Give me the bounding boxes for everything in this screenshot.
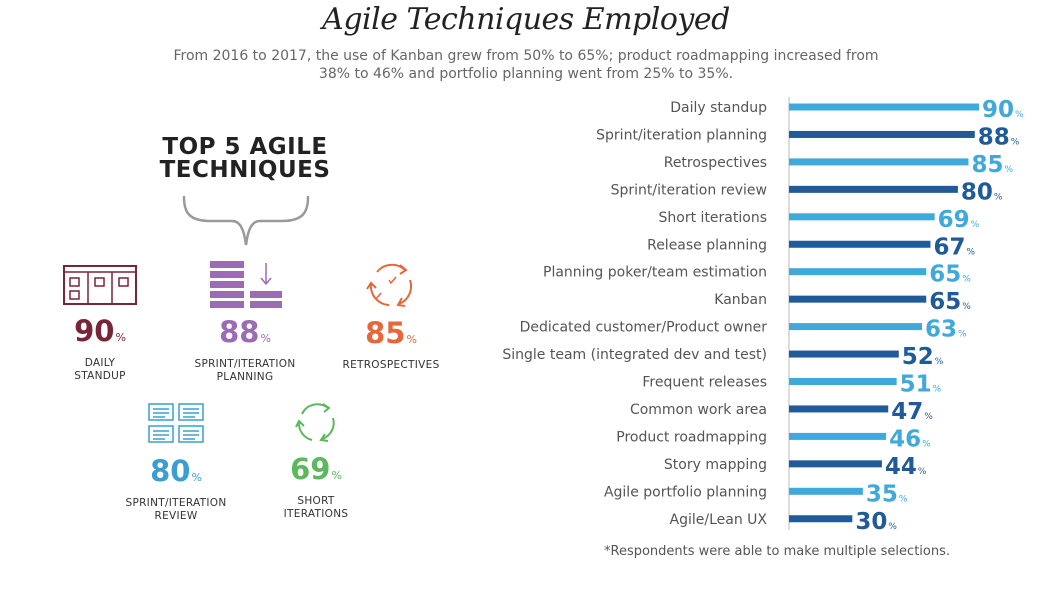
value-label: 63% [925, 317, 967, 343]
top5-value-retrospectives: 85% [365, 316, 417, 350]
top5-value-short-iterations: 69% [290, 452, 342, 486]
value-label: 35% [866, 481, 908, 507]
value-label: 88% [978, 124, 1020, 150]
value-label: 51% [900, 372, 942, 398]
retrospective-cycle-icon [366, 263, 413, 307]
category-label: Release planning [647, 237, 767, 253]
category-label: Product roadmapping [616, 429, 767, 445]
bar [789, 350, 899, 358]
category-label: Retrospectives [664, 155, 767, 171]
page-subtitle: From 2016 to 2017, the use of Kanban gre… [173, 48, 879, 82]
value-label: 80% [961, 179, 1003, 205]
value-unit: % [888, 522, 897, 532]
top5-item-retrospectives: 85% RETROSPECTIVES [326, 260, 456, 372]
category-label: Sprint/iteration review [611, 182, 767, 198]
value-label: 67% [933, 234, 975, 260]
category-label: Dedicated customer/Product owner [520, 320, 768, 336]
top5-heading-line2: TECHNIQUES [159, 157, 331, 183]
value-label: 46% [889, 426, 931, 452]
category-label: Planning poker/team estimation [543, 265, 767, 281]
top5-label-short-iterations: SHORT ITERATIONS [283, 495, 349, 520]
bar [789, 103, 979, 111]
category-label: Kanban [714, 292, 767, 308]
value-unit: % [1004, 165, 1013, 175]
value-unit: % [962, 275, 971, 285]
category-label: Sprint/iteration planning [596, 127, 767, 143]
short-iterations-cycle-icon [295, 403, 335, 442]
value-label: 30% [855, 509, 897, 535]
bar [789, 295, 927, 303]
bar [789, 213, 935, 221]
value-label: 90% [982, 97, 1024, 123]
bar [789, 405, 889, 413]
value-unit: % [958, 330, 967, 340]
top5-item-sprint-review: 80% SPRINT/ITERATION REVIEW [106, 402, 246, 523]
value-label: 52% [902, 344, 944, 370]
bar [789, 460, 882, 468]
bar [789, 240, 931, 248]
bar [789, 158, 969, 166]
category-label: Daily standup [670, 100, 767, 116]
top5-heading: TOP 5 AGILE TECHNIQUES [120, 136, 370, 182]
top5-label-sprint-review: SPRINT/ITERATION REVIEW [125, 497, 227, 522]
review-documents-icon [148, 403, 204, 443]
top5-label-daily-standup: DAILY STANDUP [74, 357, 126, 382]
standup-board-icon [63, 265, 137, 305]
top5-label-retrospectives: RETROSPECTIVES [342, 359, 440, 371]
top5-heading-line1: TOP 5 AGILE [162, 134, 328, 160]
category-label: Single team (integrated dev and test) [502, 347, 767, 363]
category-label: Story mapping [664, 457, 767, 473]
curly-brace-icon [182, 195, 310, 246]
top5-value-sprint-planning: 88% [219, 315, 271, 349]
bar [789, 515, 853, 523]
category-label: Common work area [630, 402, 767, 418]
value-unit: % [935, 357, 944, 367]
top5-value-daily-standup: 90% [74, 314, 126, 348]
value-unit: % [971, 220, 980, 230]
top5-item-sprint-planning: 88% SPRINT/ITERATION PLANNING [180, 259, 310, 384]
page-title: Agile Techniques Employed [322, 2, 730, 37]
top5-value-sprint-review: 80% [150, 454, 202, 488]
bar [789, 268, 927, 276]
value-unit: % [922, 439, 931, 449]
bar [789, 130, 975, 138]
value-unit: % [933, 385, 942, 395]
top5-item-daily-standup: 90% DAILY STANDUP [40, 264, 160, 383]
footnote: *Respondents were able to make multiple … [604, 544, 950, 559]
value-unit: % [962, 302, 971, 312]
category-label: Agile/Lean UX [670, 512, 768, 528]
value-unit: % [1015, 110, 1024, 120]
top5-label-sprint-planning: SPRINT/ITERATION PLANNING [194, 358, 296, 383]
planning-stack-icon [210, 261, 282, 308]
value-unit: % [1011, 137, 1020, 147]
value-label: 85% [971, 152, 1013, 178]
bar [789, 185, 958, 193]
category-label: Short iterations [659, 210, 767, 226]
category-label: Frequent releases [642, 375, 767, 391]
value-unit: % [924, 412, 933, 422]
bar [789, 487, 863, 495]
value-label: 65% [929, 289, 971, 315]
value-label: 44% [885, 454, 927, 480]
value-unit: % [918, 467, 927, 477]
category-label: Agile portfolio planning [604, 484, 767, 500]
value-label: 47% [891, 399, 933, 425]
top5-item-short-iterations: 69% SHORT ITERATIONS [266, 400, 366, 521]
value-label: 65% [929, 262, 971, 288]
bar [789, 432, 887, 440]
value-unit: % [899, 494, 908, 504]
bar [789, 323, 922, 331]
value-unit: % [966, 247, 975, 257]
value-label: 69% [938, 207, 980, 233]
value-unit: % [994, 192, 1003, 202]
bar [789, 378, 897, 385]
